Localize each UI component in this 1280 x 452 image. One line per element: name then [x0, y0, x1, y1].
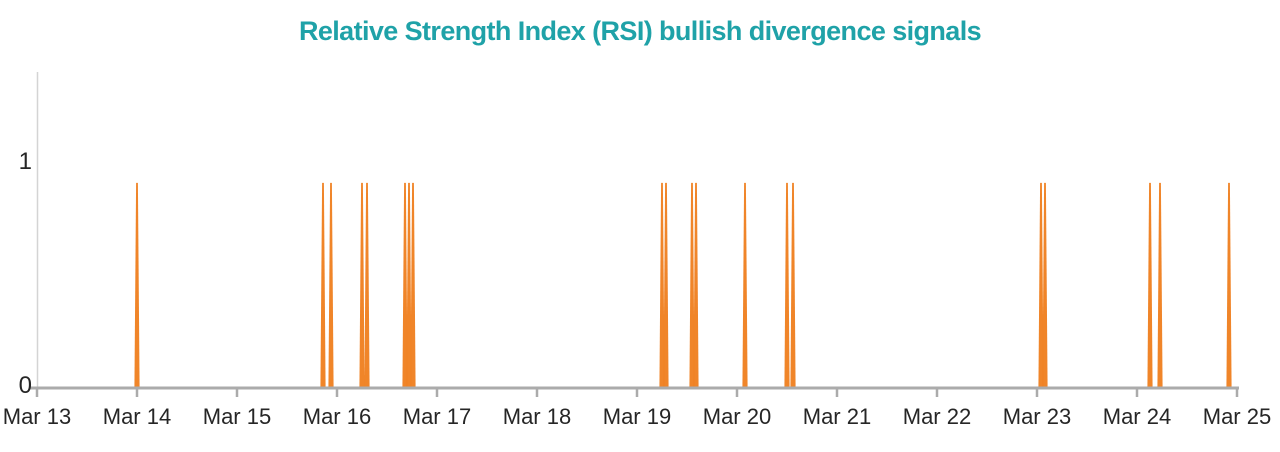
x-tick-label: Mar 20: [703, 404, 771, 429]
x-tick-label: Mar 17: [403, 404, 471, 429]
signal-spike: [689, 182, 695, 389]
signal-spike: [1147, 182, 1153, 389]
signal-spike: [134, 182, 140, 389]
signal-spike: [659, 182, 665, 389]
x-tick-label: Mar 18: [503, 404, 571, 429]
signal-spike: [364, 182, 370, 389]
signal-spike: [1038, 182, 1044, 389]
x-tick-label: Mar 24: [1103, 404, 1171, 429]
signal-spike: [1157, 182, 1163, 389]
signal-spike: [410, 182, 416, 389]
x-tick-label: Mar 15: [203, 404, 271, 429]
signal-spike: [359, 182, 365, 389]
x-tick-label: Mar 19: [603, 404, 671, 429]
signal-spike: [790, 182, 796, 389]
x-tick-label: Mar 21: [803, 404, 871, 429]
signal-spike: [406, 182, 412, 389]
x-tick-label: Mar 14: [103, 404, 171, 429]
signal-spike: [1226, 182, 1232, 389]
signal-spike: [402, 182, 408, 389]
x-tick-label: Mar 23: [1003, 404, 1071, 429]
x-tick-label: Mar 13: [3, 404, 71, 429]
chart-title: Relative Strength Index (RSI) bullish di…: [298, 16, 982, 46]
signal-spike: [328, 182, 334, 389]
signal-spike: [663, 182, 669, 389]
x-tick-label: Mar 25: [1203, 404, 1271, 429]
signal-spike: [742, 182, 748, 389]
y-tick-label: 0: [19, 372, 32, 399]
signal-spike: [1042, 182, 1048, 389]
signal-spike: [320, 182, 326, 389]
x-tick-label: Mar 16: [303, 404, 371, 429]
y-tick-label: 1: [19, 148, 32, 175]
x-tick-label: Mar 22: [903, 404, 971, 429]
signal-spike: [693, 182, 699, 389]
signal-spike: [784, 182, 790, 389]
